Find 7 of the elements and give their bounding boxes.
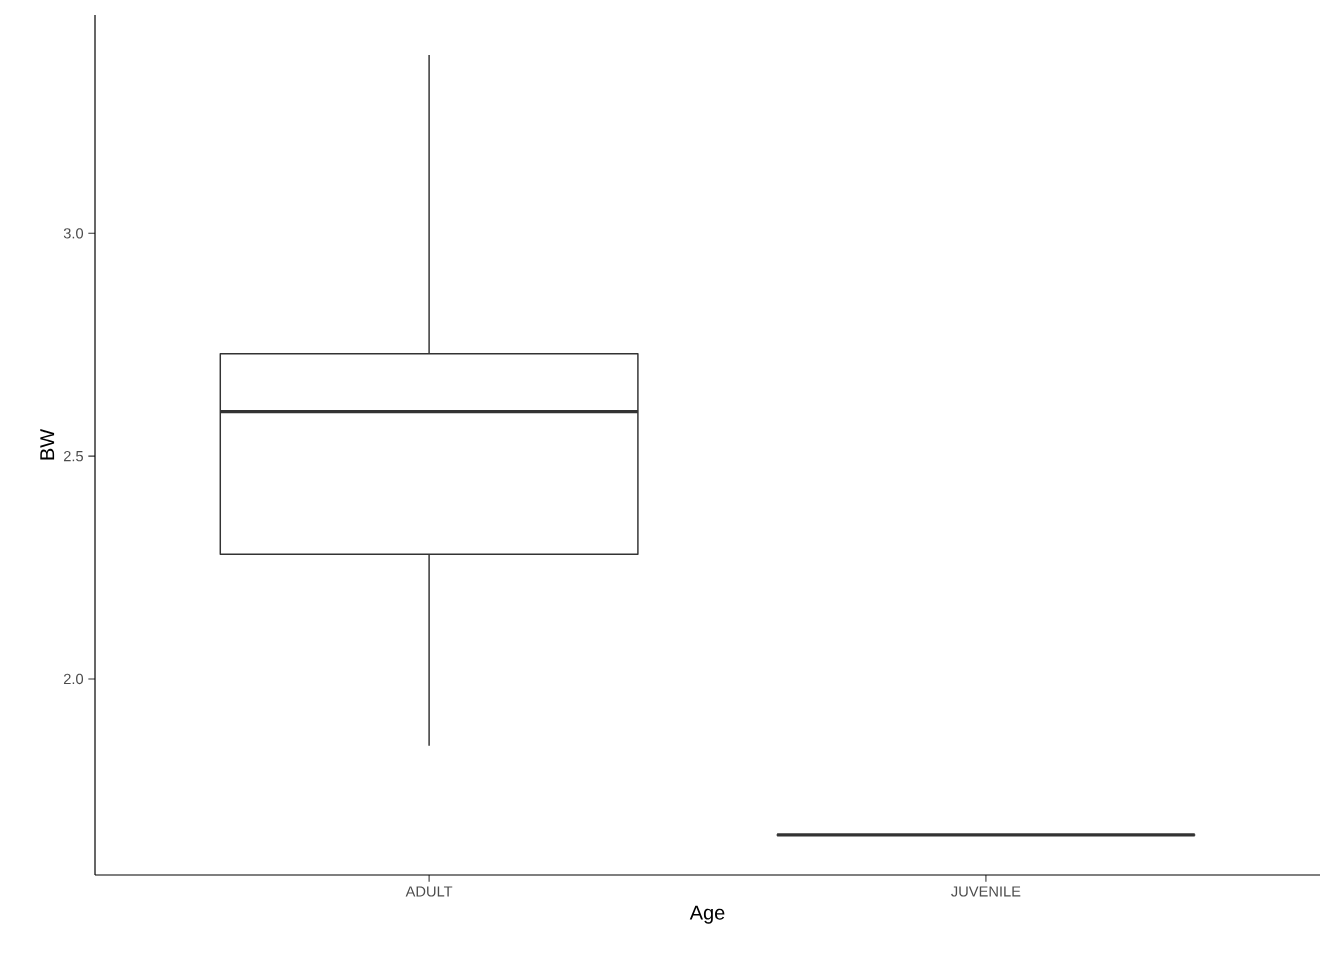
x-tick-label: JUVENILE <box>951 886 1021 897</box>
y-tick-label: 2.5 <box>63 450 83 462</box>
y-tick-label: 3.0 <box>63 228 84 239</box>
x-tick-label: ADULT <box>405 886 453 897</box>
x-axis-title: Age <box>689 905 725 924</box>
y-axis-title: BW <box>40 428 55 460</box>
y-tick-label: 2.0 <box>63 673 84 685</box>
